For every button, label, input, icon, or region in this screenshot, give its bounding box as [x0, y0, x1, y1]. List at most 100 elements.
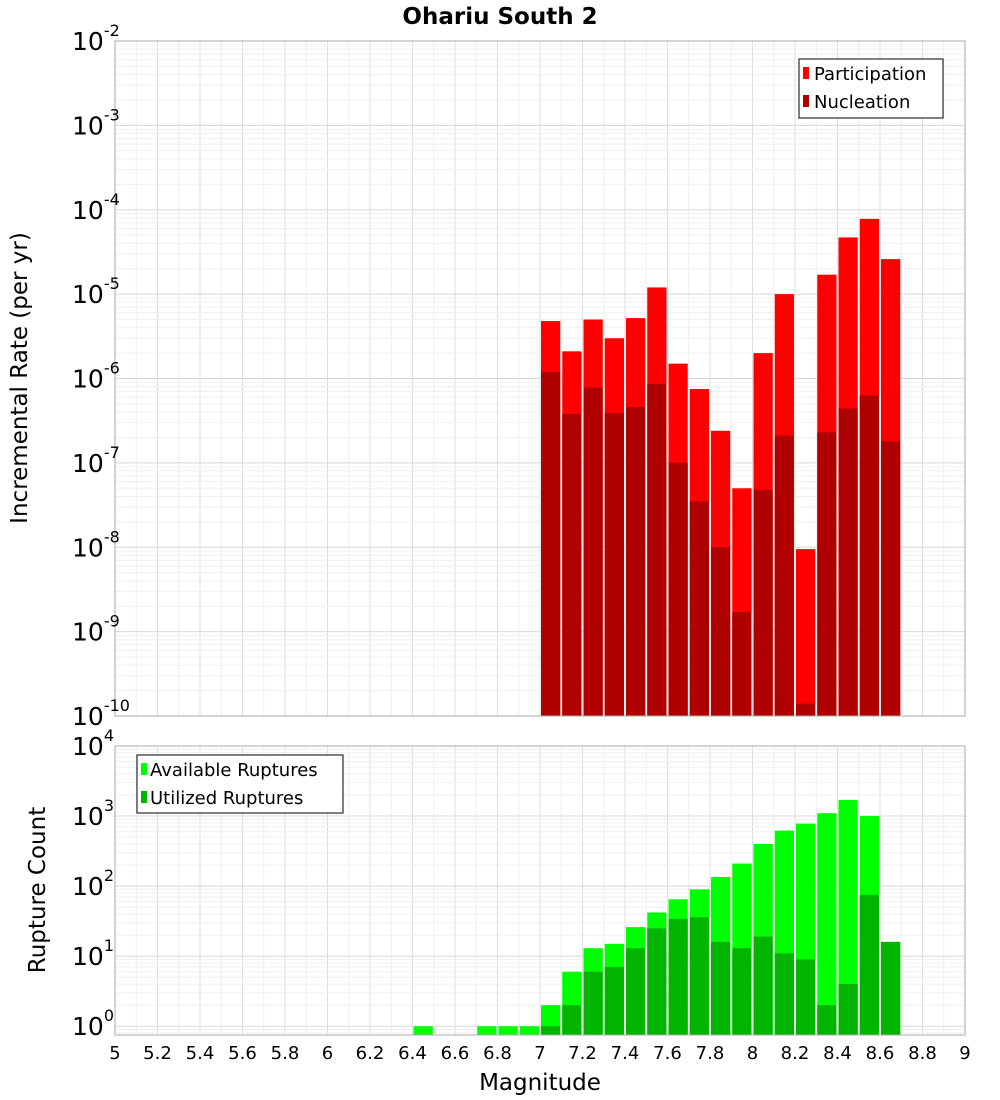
bottom-y-tick-label: 104 [72, 726, 114, 761]
bar-utilized-ruptures [796, 959, 816, 1035]
x-tick-labels: 5 5.2 5.4 5.6 5.8 6 6.2 6.4 6.6 6.8 7 7.2 7.4 7.6 7.8 8… [109, 1043, 970, 1064]
bar-nucleation [604, 413, 624, 716]
bar-utilized-ruptures [604, 967, 624, 1035]
legend-label-utilized: Utilized Ruptures [150, 788, 303, 809]
bar-available-ruptures [817, 813, 837, 1035]
bar-available-ruptures [477, 1026, 497, 1035]
x-tick-label: 5 [109, 1043, 120, 1064]
legend-label-participation: Participation [814, 64, 926, 85]
bar-utilized-ruptures [732, 948, 752, 1035]
x-tick-label: 7.6 [653, 1043, 682, 1064]
bar-available-ruptures [519, 1026, 539, 1035]
top-y-tick-labels: 10-2 10-3 10-4 10-5 10-6 10-7 10-8 10-9 10-10 [72, 21, 130, 731]
chart-title: Ohariu South 2 [402, 4, 597, 30]
x-tick-label: 8.4 [823, 1043, 852, 1064]
legend-swatch-utilized [141, 791, 147, 803]
bottom-y-tick-label: 100 [72, 1006, 114, 1041]
bar-utilized-ruptures [859, 894, 879, 1035]
x-tick-label: 8 [747, 1043, 758, 1064]
legend-swatch-available [141, 763, 147, 775]
top-y-tick-label: 10-5 [72, 274, 120, 309]
x-tick-label: 6.4 [398, 1043, 427, 1064]
x-tick-label: 6.8 [483, 1043, 512, 1064]
bar-nucleation [583, 387, 603, 716]
top-y-tick-label: 10-7 [72, 443, 120, 478]
x-tick-label: 7.4 [611, 1043, 640, 1064]
bar-nucleation [796, 703, 816, 716]
x-tick-label: 5.6 [228, 1043, 257, 1064]
x-tick-label: 6 [322, 1043, 333, 1064]
bar-utilized-ruptures [541, 1026, 561, 1035]
x-tick-label: 8.6 [866, 1043, 895, 1064]
bottom-y-tick-label: 103 [72, 796, 114, 831]
bar-nucleation [753, 489, 773, 716]
bar-nucleation [711, 547, 731, 716]
top-y-tick-label: 10-6 [72, 359, 120, 394]
bar-utilized-ruptures [838, 984, 858, 1035]
bar-nucleation [668, 462, 688, 716]
x-tick-label: 8.2 [781, 1043, 810, 1064]
top-y-tick-label: 10-8 [72, 527, 120, 562]
bar-utilized-ruptures [711, 941, 731, 1035]
top-legend: Participation Nucleation [798, 58, 944, 119]
bottom-bars [413, 799, 901, 1035]
x-axis-label: Magnitude [479, 1070, 601, 1096]
x-tick-label: 6.6 [441, 1043, 470, 1064]
legend-swatch-nucleation [803, 95, 809, 107]
x-tick-label: 7.8 [696, 1043, 725, 1064]
bar-utilized-ruptures [774, 953, 794, 1035]
bar-available-ruptures [413, 1026, 433, 1035]
bar-nucleation [774, 435, 794, 716]
bar-nucleation [859, 395, 879, 716]
x-tick-label: 7 [534, 1043, 545, 1064]
bottom-y-axis-label: Rupture Count [25, 807, 51, 973]
bar-nucleation [562, 413, 582, 716]
bar-utilized-ruptures [689, 917, 709, 1035]
bar-nucleation [817, 432, 837, 716]
bar-available-ruptures [498, 1026, 518, 1035]
x-tick-label: 5.2 [143, 1043, 172, 1064]
bottom-y-tick-labels: 104 103 102 101 100 [72, 726, 114, 1041]
legend-label-nucleation: Nucleation [814, 92, 910, 113]
bar-nucleation [881, 441, 901, 716]
x-tick-label: 5.4 [186, 1043, 215, 1064]
bar-utilized-ruptures [753, 936, 773, 1035]
bar-nucleation [647, 384, 667, 716]
top-y-tick-label: 10-9 [72, 612, 120, 647]
top-plot-border [114, 40, 966, 717]
bar-utilized-ruptures [647, 928, 667, 1035]
bottom-y-tick-label: 101 [72, 936, 114, 971]
bar-utilized-ruptures [562, 1005, 582, 1035]
bar-participation [796, 549, 816, 716]
x-tick-label: 8.8 [908, 1043, 937, 1064]
top-y-tick-label: 10-3 [72, 105, 120, 140]
legend-label-available: Available Ruptures [150, 760, 318, 781]
top-gridlines [114, 40, 966, 717]
legend-swatch-participation [803, 67, 809, 79]
x-tick-label: 7.2 [568, 1043, 597, 1064]
bar-nucleation [541, 371, 561, 716]
bar-utilized-ruptures [668, 918, 688, 1035]
bar-nucleation [689, 501, 709, 716]
bar-nucleation [626, 406, 646, 716]
bottom-legend-box [136, 754, 344, 814]
bottom-y-tick-label: 102 [72, 866, 114, 901]
top-bars [541, 218, 901, 716]
top-y-tick-label: 10-4 [72, 190, 120, 225]
bar-nucleation [838, 408, 858, 716]
bottom-plot-border [114, 745, 966, 1036]
top-y-tick-label: 10-2 [72, 21, 120, 56]
x-tick-label: 6.2 [356, 1043, 385, 1064]
bar-utilized-ruptures [626, 948, 646, 1035]
top-y-axis-label: Incremental Rate (per yr) [7, 232, 33, 524]
bar-nucleation [732, 612, 752, 716]
rupture-count-panel: 104 103 102 101 100 5 5.2 5.4 5.6 5.8 6 6.2 6.4 6.6 6… [25, 726, 971, 1096]
top-legend-box [798, 58, 944, 119]
top-y-tick-label: 10-10 [72, 696, 130, 731]
bar-utilized-ruptures [817, 1005, 837, 1035]
bottom-legend: Available Ruptures Utilized Ruptures [136, 754, 344, 814]
bar-utilized-ruptures [583, 971, 603, 1035]
bar-available-ruptures [838, 799, 858, 1035]
bar-utilized-ruptures [881, 941, 901, 1035]
